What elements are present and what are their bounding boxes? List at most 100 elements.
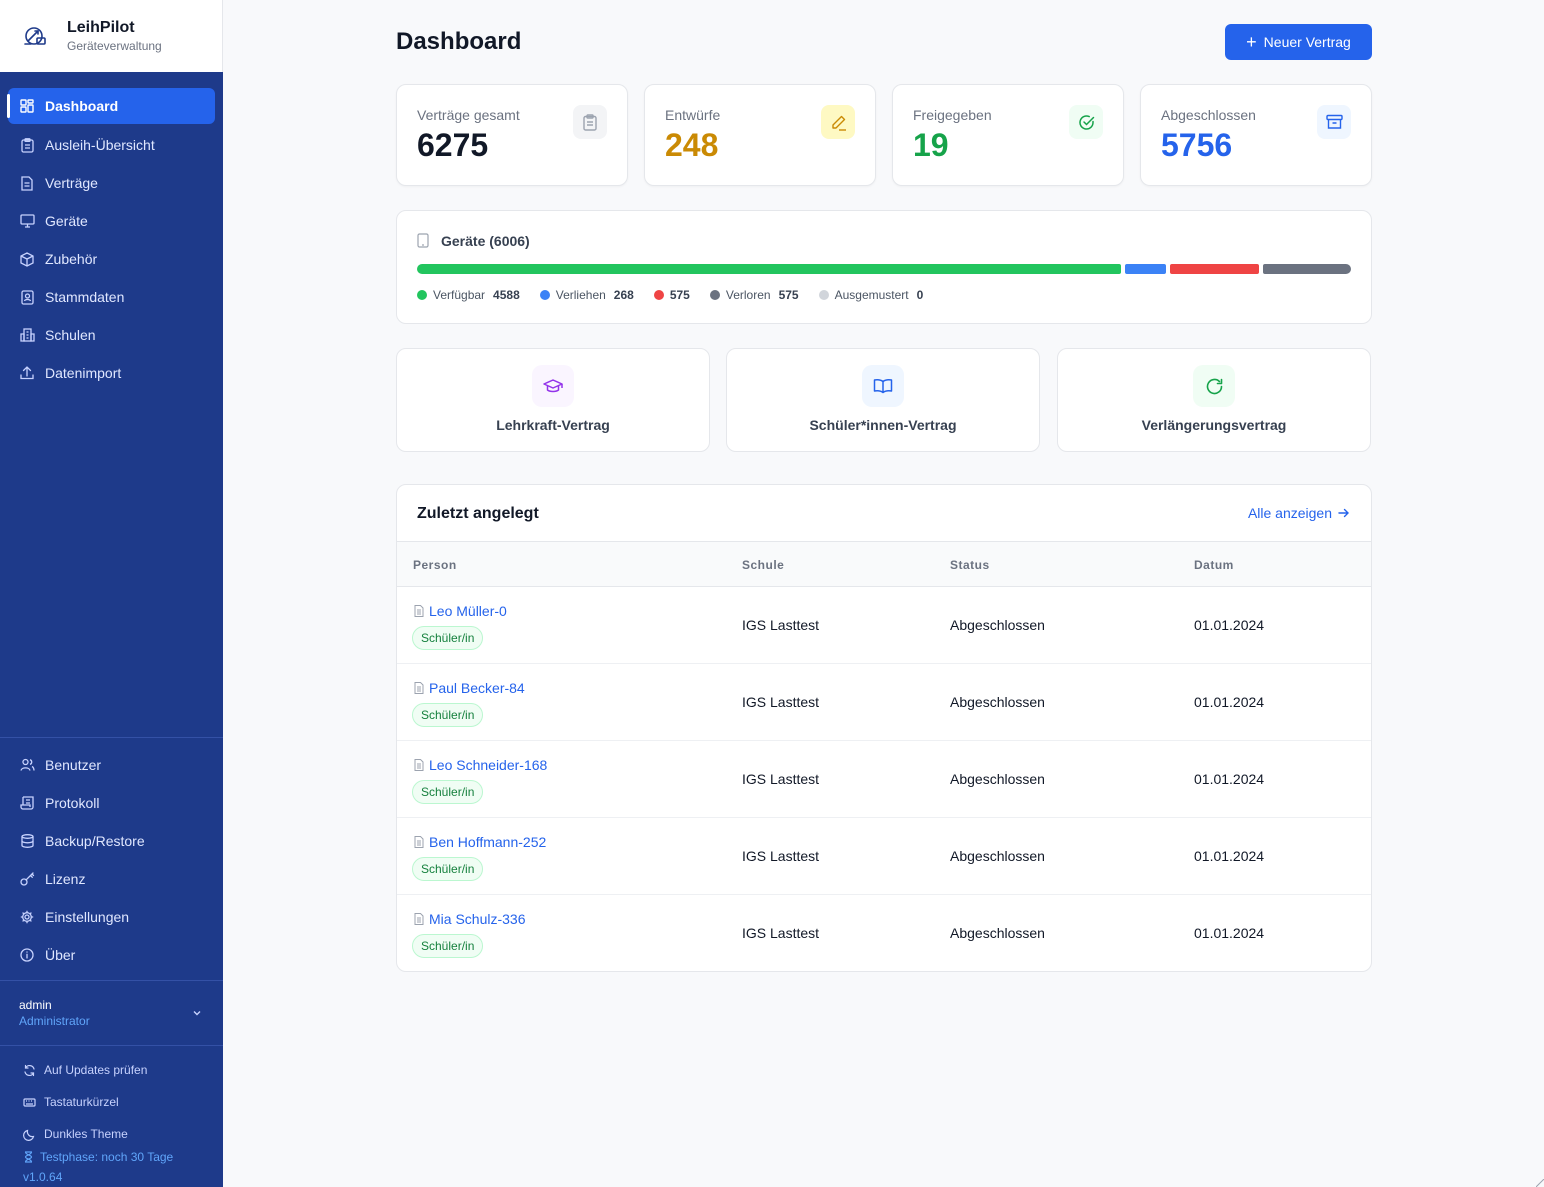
info-icon (19, 947, 35, 963)
nav-label: Schulen (45, 327, 96, 343)
nav-label: Ausleih-Übersicht (45, 137, 155, 153)
person-name: Leo Schneider-168 (429, 757, 548, 773)
stat-card-drafts[interactable]: Entwürfe 248 (644, 84, 876, 186)
school-cell: IGS Lasttest (742, 771, 820, 787)
shortcuts-link[interactable]: Tastaturkürzel (0, 1086, 223, 1118)
person-name: Leo Müller-0 (429, 603, 507, 619)
school-cell: IGS Lasttest (742, 694, 820, 710)
table-row[interactable]: Leo Müller-0 Schüler/in IGS Lasttest Abg… (397, 587, 1371, 664)
nav-item-lizenz[interactable]: Lizenz (0, 860, 223, 898)
stat-card-released[interactable]: Freigegeben 19 (892, 84, 1124, 186)
dark-theme-label: Dunkles Theme (44, 1127, 128, 1141)
nav-label: Protokoll (45, 795, 100, 811)
archive-icon (1317, 105, 1351, 139)
quick-renewal-contract[interactable]: Verlängerungsvertrag (1057, 348, 1371, 452)
book-open-icon (862, 365, 904, 407)
table-row[interactable]: Ben Hoffmann-252 Schüler/in IGS Lasttest… (397, 818, 1371, 895)
nav-item-ausleih-uebersicht[interactable]: Ausleih-Übersicht (0, 126, 223, 164)
pencil-icon (821, 105, 855, 139)
show-all-label: Alle anzeigen (1247, 505, 1332, 521)
role-tag: Schüler/in (412, 857, 484, 881)
person-name: Paul Becker-84 (429, 680, 525, 696)
stat-label: Freigegeben (913, 107, 992, 123)
nav-item-zubehoer[interactable]: Zubehör (0, 240, 223, 278)
col-person[interactable]: Person (413, 558, 457, 572)
nav-item-protokoll[interactable]: Protokoll (0, 784, 223, 822)
quick-label: Schüler*innen-Vertrag (809, 417, 957, 433)
user-menu[interactable]: admin Administrator (0, 980, 223, 1046)
school-cell: IGS Lasttest (742, 617, 820, 633)
nav-item-benutzer[interactable]: Benutzer (0, 746, 223, 784)
brand[interactable]: LeihPilot Geräteverwaltung (0, 0, 223, 72)
legend-value: 4588 (493, 288, 520, 302)
nav-item-einstellungen[interactable]: Einstellungen (0, 898, 223, 936)
upload-icon (19, 365, 35, 381)
show-all-link[interactable]: Alle anzeigen (1248, 505, 1351, 521)
stat-value: 5756 (1161, 127, 1233, 163)
bar-segment (417, 264, 1122, 274)
legend-label: Ausgemustert (834, 288, 909, 302)
clipboard-icon (19, 137, 35, 153)
stat-label: Entwürfe (665, 107, 721, 123)
dark-theme-toggle[interactable]: Dunkles Theme (0, 1118, 223, 1150)
database-icon (19, 833, 35, 849)
new-contract-button[interactable]: + Neuer Vertrag (1225, 24, 1372, 60)
nav-label: Stammdaten (45, 289, 125, 305)
col-status[interactable]: Status (950, 558, 990, 572)
quick-student-contract[interactable]: Schüler*innen-Vertrag (726, 348, 1040, 452)
person-link[interactable]: Paul Becker-84 (414, 680, 525, 696)
legend-value: 575 (669, 288, 690, 302)
legend-label: Verfügbar (433, 288, 486, 302)
nav-item-datenimport[interactable]: Datenimport (0, 354, 223, 392)
nav-label: Geräte (45, 213, 88, 229)
nav-item-dashboard[interactable]: Dashboard (7, 88, 215, 124)
table-row[interactable]: Leo Schneider-168 Schüler/in IGS Lasttes… (397, 741, 1371, 818)
stat-card-total[interactable]: Verträge gesamt 6275 (396, 84, 628, 186)
date-cell: 01.01.2024 (1194, 848, 1265, 864)
quick-teacher-contract[interactable]: Lehrkraft-Vertrag (396, 348, 710, 452)
nav-item-schulen[interactable]: Schulen (0, 316, 223, 354)
logo-icon (24, 27, 46, 45)
nav-item-geraete[interactable]: Geräte (0, 202, 223, 240)
table-row[interactable]: Paul Becker-84 Schüler/in IGS Lasttest A… (397, 664, 1371, 741)
nav-label: Zubehör (45, 251, 98, 267)
stat-card-completed[interactable]: Abgeschlossen 5756 (1140, 84, 1372, 186)
legend-item-lost: Verloren 575 (709, 288, 799, 302)
check-updates-link[interactable]: Auf Updates prüfen (0, 1054, 223, 1086)
graduation-cap-icon (532, 365, 574, 407)
bar-segment (1262, 264, 1351, 274)
legend-item-lent: Verliehen 268 (539, 288, 634, 302)
resize-grip-icon[interactable] (1536, 1179, 1544, 1187)
shortcuts-label: Tastaturkürzel (44, 1095, 119, 1109)
person-link[interactable]: Ben Hoffmann-252 (414, 834, 546, 850)
legend-label: Verloren (725, 288, 771, 302)
role-tag: Schüler/in (412, 934, 484, 958)
dashboard-icon (19, 98, 35, 114)
person-link[interactable]: Leo Müller-0 (414, 603, 507, 619)
nav-label: Einstellungen (45, 909, 130, 925)
document-icon (19, 175, 35, 191)
check-updates-label: Auf Updates prüfen (44, 1063, 148, 1077)
col-school[interactable]: Schule (742, 558, 785, 572)
app-subtitle: Geräteverwaltung (67, 39, 162, 53)
nav-item-backup-restore[interactable]: Backup/Restore (0, 822, 223, 860)
legend-dot (653, 290, 664, 300)
plus-icon: + (1246, 32, 1257, 52)
scroll-icon (19, 795, 35, 811)
legend-dot (539, 290, 550, 300)
nav-label: Backup/Restore (45, 833, 145, 849)
nav-item-ueber[interactable]: Über (0, 936, 223, 974)
devices-status-bar (417, 264, 1351, 274)
person-link[interactable]: Leo Schneider-168 (414, 757, 547, 773)
person-link[interactable]: Mia Schulz-336 (414, 911, 526, 927)
school-cell: IGS Lasttest (742, 925, 820, 941)
col-date[interactable]: Datum (1194, 558, 1234, 572)
recent-header: Zuletzt angelegt Alle anzeigen (397, 485, 1371, 542)
table-row[interactable]: Mia Schulz-336 Schüler/in IGS Lasttest A… (397, 895, 1371, 971)
nav-label: Datenimport (45, 365, 122, 381)
table-header: Person Schule Status Datum (397, 542, 1371, 587)
user-role: Administrator (19, 1014, 90, 1028)
arrow-right-icon (1338, 508, 1349, 518)
nav-item-stammdaten[interactable]: Stammdaten (0, 278, 223, 316)
nav-item-vertraege[interactable]: Verträge (0, 164, 223, 202)
